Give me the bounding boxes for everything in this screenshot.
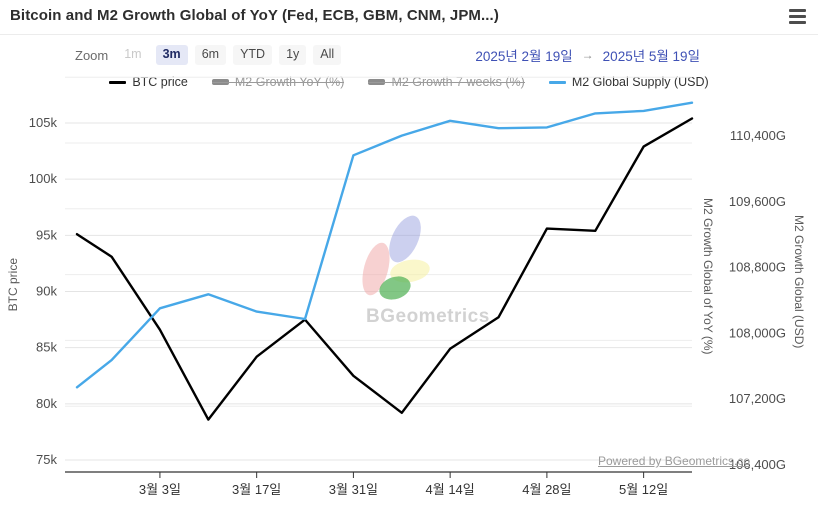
zoom-button-all[interactable]: All	[313, 45, 342, 65]
x-tick-label: 3월 17일	[232, 482, 281, 497]
left-axis-title: BTC price	[6, 258, 20, 312]
left-tick-label: 95k	[36, 227, 57, 242]
zoom-label: Zoom	[75, 47, 109, 63]
left-axis-gridlines	[65, 122, 692, 461]
zoom-button-1y[interactable]: 1y	[279, 45, 307, 65]
date-to[interactable]: 2025년 5월 19일	[602, 49, 700, 64]
left-tick-label: 80k	[36, 396, 57, 411]
m2-line-marker-icon	[548, 80, 566, 84]
legend-label: M2 Global Supply (USD)	[571, 75, 709, 89]
arrow-right-icon: →	[581, 48, 594, 62]
left-axis-labels: 105k 100k 95k 90k 85k 80k 75k	[29, 115, 58, 467]
legend-item-m2-growth-yoy[interactable]: M2 Growth YoY (%)	[211, 75, 344, 89]
right-axis-labels: 110,400G 109,600G 108,800G 108,000G 107,200G…	[729, 128, 786, 472]
left-tick-label: 105k	[29, 115, 58, 130]
zoom-button-3m[interactable]: 3m	[155, 45, 188, 65]
range-selector: Zoom 1m 3m 6m YTD 1y All	[75, 44, 342, 66]
right-tick-label: 106,400G	[729, 457, 786, 472]
right-axis-title-inner: M2 Growth Global of YoY (%)	[701, 198, 715, 355]
right-tick-label: 108,000G	[729, 325, 786, 340]
chart-title: Bitcoin and M2 Growth Global of YoY (Fed…	[10, 7, 499, 24]
legend-label: BTC price	[132, 75, 188, 89]
hamburger-menu-icon[interactable]	[789, 9, 806, 25]
left-tick-label: 100k	[29, 171, 58, 186]
date-range: 2025년 2월 19일 → 2025년 5월 19일	[475, 45, 700, 65]
watermark-text: BGeometrics	[366, 306, 490, 327]
series-line-btc-price	[75, 117, 694, 421]
legend: BTC price M2 Growth YoY (%) M2 Growth 7 …	[0, 75, 818, 89]
x-tick-label: 4월 28일	[522, 482, 571, 497]
x-tick-label: 3월 3일	[139, 482, 181, 497]
legend-item-btc-price[interactable]: BTC price	[109, 75, 188, 89]
zoom-button-ytd[interactable]: YTD	[233, 45, 273, 65]
x-axis: 3월 3일 3월 17일 3월 31일 4월 14일 4월 28일 5월 12일	[65, 471, 692, 497]
left-tick-label: 85k	[36, 340, 57, 355]
zoom-button-1m[interactable]: 1m	[117, 45, 148, 65]
right-tick-label: 108,800G	[729, 260, 786, 275]
right-axis-title-outer: M2 Growth Global (USD)	[792, 215, 806, 349]
x-tick-label: 4월 14일	[426, 482, 475, 497]
left-tick-label: 75k	[36, 452, 57, 467]
date-from[interactable]: 2025년 2월 19일	[475, 49, 573, 64]
right-tick-label: 109,600G	[729, 194, 786, 209]
watermark-logo	[362, 215, 430, 300]
zoom-button-6m[interactable]: 6m	[194, 45, 227, 65]
x-tick-label: 3월 31일	[329, 482, 378, 497]
powered-by-link[interactable]: Powered by BGeometrics.co	[598, 454, 751, 468]
x-tick-label: 5월 12일	[619, 482, 668, 497]
right-tick-label: 110,400G	[730, 128, 786, 143]
legend-item-m2-global-supply[interactable]: M2 Global Supply (USD)	[548, 75, 709, 89]
series-line-m2-global-supply-usd-	[75, 101, 694, 389]
chart-header: Bitcoin and M2 Growth Global of YoY (Fed…	[0, 0, 818, 35]
right-tick-label: 107,200G	[729, 391, 786, 406]
btc-line-marker-icon	[109, 80, 127, 84]
legend-item-m2-growth-7weeks[interactable]: M2 Growth 7 weeks (%)	[368, 75, 526, 89]
left-tick-label: 90k	[36, 284, 57, 299]
